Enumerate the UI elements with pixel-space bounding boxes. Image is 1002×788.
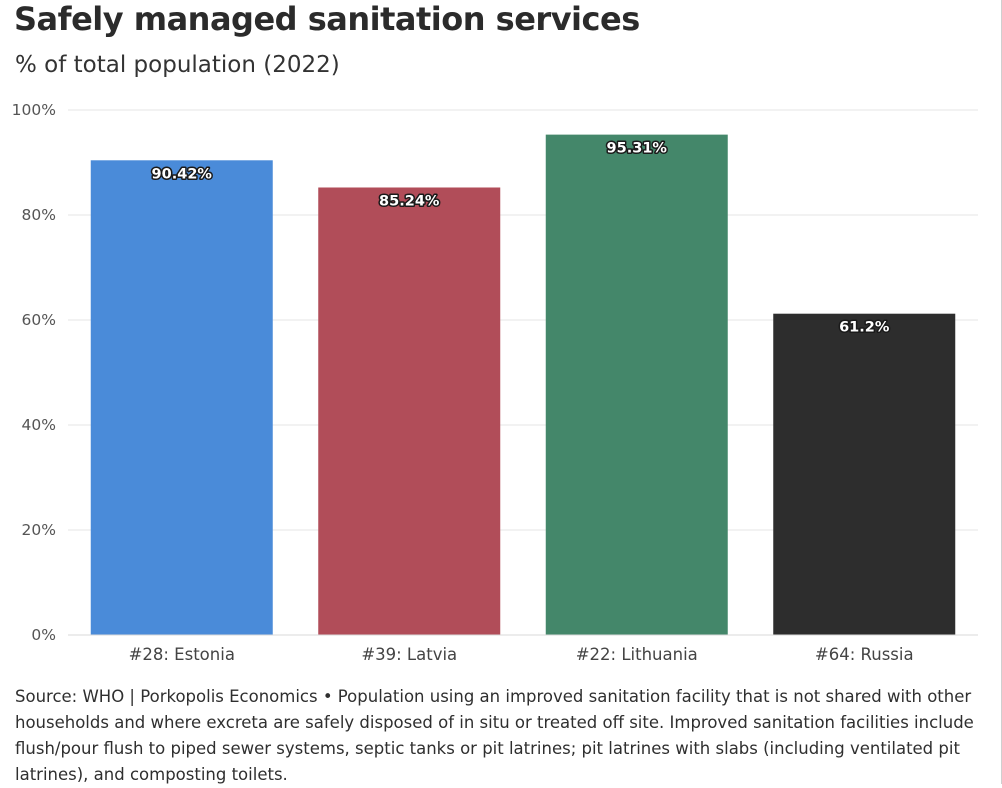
- chart-subtitle: % of total population (2022): [15, 52, 340, 78]
- x-tick-label: #64: Russia: [815, 645, 914, 664]
- data-label: 61.2%: [839, 320, 890, 336]
- y-tick-label: 80%: [22, 206, 56, 224]
- bar: [773, 313, 956, 635]
- bar: [545, 134, 728, 635]
- x-tick-label: #28: Estonia: [129, 645, 235, 664]
- y-tick-label: 40%: [22, 416, 56, 434]
- y-tick-label: 60%: [22, 311, 56, 329]
- bar-chart: 0% 20% 40% 60% 80% 100% 90.42% #28: Estonia 85.2…: [12, 101, 978, 664]
- y-tick-label: 100%: [12, 101, 56, 119]
- data-label: 95.31%: [607, 141, 668, 157]
- x-tick-label: #22: Lithuania: [576, 645, 698, 664]
- data-label: 90.42%: [152, 166, 213, 182]
- bar: [90, 160, 273, 636]
- data-label: 85.24%: [379, 193, 440, 209]
- chart-title: Safely managed sanitation services: [14, 0, 640, 38]
- y-tick-label: 0%: [31, 626, 56, 644]
- y-tick-label: 20%: [22, 521, 56, 539]
- bar: [318, 187, 501, 636]
- source-note: Source: WHO | Porkopolis Economics • Pop…: [15, 687, 974, 784]
- x-tick-label: #39: Latvia: [361, 645, 457, 664]
